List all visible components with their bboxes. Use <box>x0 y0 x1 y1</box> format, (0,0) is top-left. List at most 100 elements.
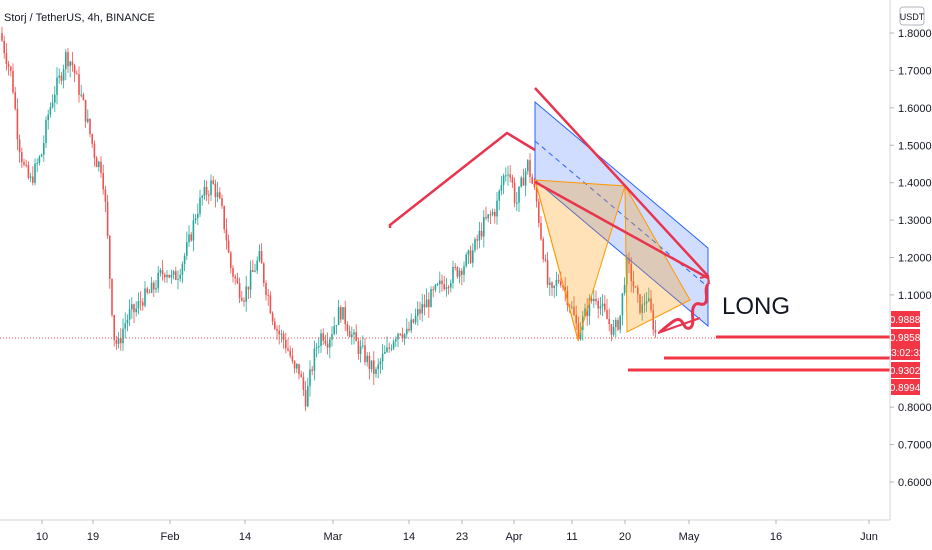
candle-body <box>238 283 241 298</box>
candle-body <box>58 75 60 78</box>
triangle-pattern-3[interactable] <box>624 185 691 333</box>
candle-body <box>469 250 472 263</box>
candle-body <box>551 282 553 288</box>
candle-body <box>419 309 421 314</box>
candle-body <box>256 260 258 271</box>
candle-body <box>175 271 177 280</box>
channel-lower-trendline[interactable] <box>534 180 709 280</box>
candle-body <box>245 286 247 302</box>
candle-body <box>577 323 580 340</box>
candle-body <box>388 347 390 349</box>
candle-body <box>296 363 298 369</box>
candle-body <box>144 288 146 306</box>
candle-body <box>227 240 230 253</box>
y-axis[interactable]: 1.8000 1.7000 1.6000 1.5000 1.4000 1.3000 1.20… <box>886 0 932 520</box>
candle-body <box>62 69 65 81</box>
candle-body <box>135 308 137 313</box>
candle-body <box>243 300 245 302</box>
candle-body <box>544 259 547 261</box>
head-shoulder-line[interactable] <box>388 131 536 228</box>
candles <box>1 26 657 412</box>
candle-body <box>403 334 406 339</box>
candle-body <box>139 301 142 303</box>
candle-body <box>205 186 208 195</box>
candle-body <box>78 74 80 95</box>
candle-body <box>234 276 236 279</box>
channel-midline <box>534 140 709 288</box>
candle-body <box>588 298 591 317</box>
currency-button[interactable]: USDT <box>899 6 925 26</box>
candle-body <box>421 304 423 314</box>
candle-body <box>650 298 652 311</box>
price-marker-label: 0.8994 <box>890 383 921 394</box>
candle-body <box>216 192 219 198</box>
candle-body <box>172 271 175 275</box>
candle-body <box>36 162 38 164</box>
candle-body <box>54 94 56 103</box>
candle-body <box>518 186 520 203</box>
descending-channel-fill[interactable] <box>534 100 709 328</box>
candle-body <box>425 299 428 308</box>
price-marker-tag <box>891 311 920 327</box>
channel-upper-trendline[interactable] <box>534 87 709 277</box>
candle-body <box>458 270 461 277</box>
candle-body <box>575 314 577 324</box>
candle-body <box>223 206 225 230</box>
x-tick-label: 16 <box>770 531 782 543</box>
price-marker-label: 0.9302 <box>890 366 921 377</box>
candle-body <box>584 308 586 317</box>
candle-body <box>100 161 102 174</box>
candle-body <box>505 175 507 177</box>
candle-body <box>381 353 384 362</box>
long-annotation[interactable]: LONG <box>722 293 790 320</box>
candle-body <box>502 175 505 185</box>
triangle-pattern-2[interactable] <box>534 179 579 341</box>
candle-body <box>441 280 443 285</box>
candle-body <box>293 361 296 369</box>
candle-body <box>137 301 140 309</box>
x-tick-label: 14 <box>403 531 415 543</box>
candle-body <box>315 347 318 349</box>
drawings[interactable]: LONG <box>388 87 890 372</box>
candle-body <box>507 174 509 176</box>
candle-body <box>362 345 364 347</box>
candle-body <box>329 339 331 348</box>
candle-body <box>641 304 643 313</box>
candle-body <box>408 328 410 331</box>
candle-body <box>320 333 322 346</box>
x-tick-label: 14 <box>239 531 251 543</box>
candle-body <box>274 321 276 329</box>
candle-body <box>271 313 274 322</box>
candle-body <box>608 319 610 325</box>
projection-wave[interactable] <box>659 283 710 334</box>
candle-body <box>485 217 487 219</box>
candle-body <box>452 266 454 283</box>
candle-body <box>10 66 12 71</box>
candle-body <box>23 161 25 165</box>
candle-body <box>71 61 74 66</box>
candle-body <box>27 165 30 178</box>
candle-body <box>322 333 324 341</box>
candle-body <box>546 260 549 285</box>
x-axis[interactable]: 10 19 Feb 14 Mar 14 23 Apr 11 20 May 16 Jun <box>0 519 890 543</box>
price-marker-label: 0.9858 <box>890 333 921 344</box>
candle-body <box>87 118 89 122</box>
y-tick-label: 1.7000 <box>898 65 932 77</box>
candle-body <box>520 177 522 187</box>
candle-body <box>219 192 221 199</box>
candle-body <box>280 333 283 335</box>
candle-body <box>65 52 67 70</box>
candle-body <box>146 288 148 293</box>
candle-body <box>557 279 560 282</box>
candle-body <box>181 264 184 275</box>
candle-body <box>150 282 153 293</box>
candle-body <box>597 300 599 309</box>
candle-body <box>595 298 597 301</box>
triangle-pattern-1[interactable] <box>534 179 626 342</box>
candle-body <box>265 283 267 295</box>
plot-area[interactable]: LONG <box>0 26 890 412</box>
candle-body <box>285 339 287 349</box>
candle-body <box>353 332 355 335</box>
candle-body <box>351 334 353 337</box>
